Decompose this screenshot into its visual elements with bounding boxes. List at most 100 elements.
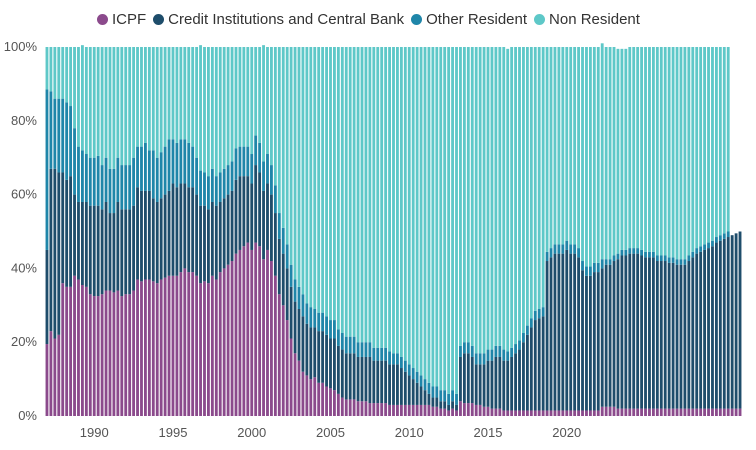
bar-segment[interactable]: [533, 310, 537, 321]
bar-segment[interactable]: [277, 213, 281, 239]
bar-segment[interactable]: [352, 399, 356, 416]
bar-stack[interactable]: [348, 47, 352, 416]
bar-segment[interactable]: [628, 47, 632, 249]
bar-segment[interactable]: [167, 47, 171, 140]
bar-stack[interactable]: [108, 47, 112, 416]
bar-segment[interactable]: [77, 47, 80, 147]
bar-segment[interactable]: [490, 349, 494, 361]
bar-segment[interactable]: [195, 275, 199, 416]
bar-segment[interactable]: [210, 47, 214, 169]
bar-stack[interactable]: [419, 47, 423, 416]
bar-segment[interactable]: [514, 410, 517, 416]
bar-segment[interactable]: [655, 261, 659, 409]
bar-segment[interactable]: [549, 248, 553, 258]
bar-stack[interactable]: [140, 47, 143, 416]
bar-segment[interactable]: [277, 238, 281, 295]
bar-segment[interactable]: [396, 353, 399, 365]
bar-segment[interactable]: [100, 47, 104, 166]
bar-segment[interactable]: [608, 259, 612, 265]
bar-segment[interactable]: [659, 255, 663, 262]
bar-segment[interactable]: [403, 47, 407, 361]
bar-stack[interactable]: [506, 48, 510, 416]
bar-segment[interactable]: [396, 404, 399, 416]
bar-stack[interactable]: [266, 47, 269, 416]
bar-stack[interactable]: [132, 47, 136, 416]
bar-segment[interactable]: [557, 244, 561, 254]
bar-stack[interactable]: [695, 47, 699, 416]
bar-segment[interactable]: [262, 259, 265, 416]
bar-segment[interactable]: [655, 408, 659, 416]
bar-segment[interactable]: [659, 47, 663, 256]
bar-segment[interactable]: [522, 410, 525, 416]
bar-stack[interactable]: [655, 47, 659, 416]
bar-segment[interactable]: [427, 47, 431, 383]
bar-stack[interactable]: [293, 47, 297, 416]
bar-segment[interactable]: [663, 47, 667, 256]
bar-segment[interactable]: [340, 349, 344, 398]
bar-segment[interactable]: [683, 259, 687, 265]
bar-segment[interactable]: [57, 98, 61, 173]
bar-stack[interactable]: [301, 47, 305, 416]
bar-stack[interactable]: [120, 47, 124, 416]
bar-segment[interactable]: [360, 342, 364, 357]
bar-segment[interactable]: [435, 397, 439, 407]
bar-segment[interactable]: [289, 47, 293, 265]
bar-segment[interactable]: [431, 397, 435, 407]
bar-segment[interactable]: [281, 227, 285, 254]
bar-segment[interactable]: [273, 185, 277, 214]
bar-segment[interactable]: [313, 327, 317, 378]
bar-segment[interactable]: [364, 356, 368, 402]
bar-segment[interactable]: [155, 47, 159, 158]
bar-stack[interactable]: [258, 47, 262, 416]
bar-segment[interactable]: [270, 194, 273, 262]
bar-segment[interactable]: [289, 264, 293, 287]
bar-stack[interactable]: [230, 47, 234, 416]
bar-segment[interactable]: [175, 142, 179, 188]
bar-stack[interactable]: [459, 47, 462, 416]
bar-segment[interactable]: [73, 194, 76, 276]
bar-segment[interactable]: [321, 312, 325, 332]
bar-segment[interactable]: [61, 98, 65, 173]
bar-segment[interactable]: [108, 168, 112, 214]
bar-segment[interactable]: [333, 338, 336, 391]
bar-stack[interactable]: [147, 47, 151, 416]
bar-segment[interactable]: [592, 47, 596, 263]
bar-segment[interactable]: [486, 360, 490, 407]
bar-segment[interactable]: [96, 155, 100, 206]
bar-segment[interactable]: [644, 408, 647, 416]
bar-segment[interactable]: [533, 320, 537, 411]
bar-segment[interactable]: [305, 47, 309, 304]
bar-segment[interactable]: [250, 47, 254, 155]
bar-segment[interactable]: [372, 403, 376, 416]
bar-segment[interactable]: [195, 157, 199, 195]
bar-segment[interactable]: [628, 408, 632, 416]
bar-segment[interactable]: [155, 201, 159, 284]
bar-stack[interactable]: [466, 47, 470, 416]
bar-segment[interactable]: [663, 261, 667, 409]
bar-segment[interactable]: [679, 47, 683, 260]
bar-segment[interactable]: [596, 47, 600, 263]
bar-stack[interactable]: [163, 47, 167, 417]
bar-segment[interactable]: [317, 382, 321, 416]
bar-segment[interactable]: [636, 408, 640, 416]
bar-segment[interactable]: [671, 262, 675, 409]
bar-stack[interactable]: [486, 47, 490, 416]
bar-segment[interactable]: [262, 190, 265, 260]
bar-segment[interactable]: [529, 410, 533, 416]
bar-segment[interactable]: [147, 279, 151, 416]
bar-segment[interactable]: [399, 404, 403, 416]
bar-segment[interactable]: [250, 183, 254, 250]
bar-segment[interactable]: [502, 47, 506, 350]
bar-stack[interactable]: [608, 47, 612, 416]
bar-segment[interactable]: [699, 408, 703, 416]
bar-segment[interactable]: [120, 296, 124, 416]
bar-stack[interactable]: [423, 47, 427, 416]
bar-segment[interactable]: [364, 401, 368, 416]
bar-segment[interactable]: [447, 410, 451, 416]
bar-segment[interactable]: [171, 183, 175, 276]
bar-segment[interactable]: [494, 345, 498, 357]
legend-item[interactable]: Other Resident: [411, 11, 527, 28]
bar-stack[interactable]: [61, 47, 65, 416]
bar-segment[interactable]: [459, 47, 462, 346]
bar-stack[interactable]: [372, 47, 376, 416]
